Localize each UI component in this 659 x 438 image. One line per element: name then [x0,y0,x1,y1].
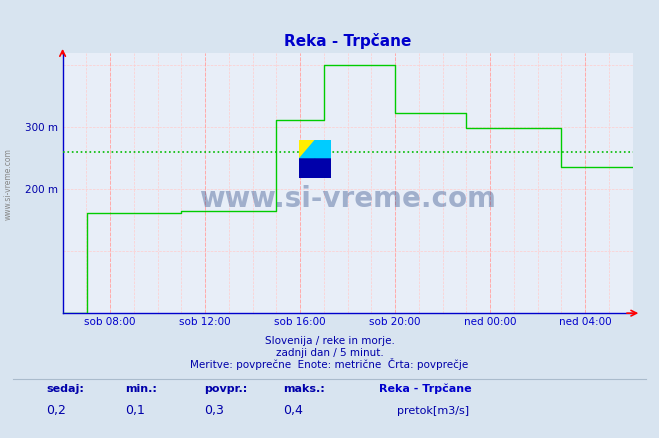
Text: zadnji dan / 5 minut.: zadnji dan / 5 minut. [275,348,384,358]
Text: 0,1: 0,1 [125,404,145,417]
Polygon shape [299,141,315,159]
Text: maks.:: maks.: [283,384,325,394]
Text: www.si-vreme.com: www.si-vreme.com [199,184,496,212]
Polygon shape [315,141,331,159]
Text: 0,3: 0,3 [204,404,224,417]
Polygon shape [299,159,315,178]
Text: pretok[m3/s]: pretok[m3/s] [397,406,469,416]
Polygon shape [299,141,315,159]
Text: 0,4: 0,4 [283,404,303,417]
Text: Reka - Trpčane: Reka - Trpčane [379,384,472,394]
Text: sedaj:: sedaj: [46,384,84,394]
Polygon shape [299,159,331,178]
Text: Slovenija / reke in morje.: Slovenija / reke in morje. [264,336,395,346]
Title: Reka - Trpčane: Reka - Trpčane [284,32,411,49]
Text: Meritve: povprečne  Enote: metrične  Črta: povprečje: Meritve: povprečne Enote: metrične Črta:… [190,358,469,370]
Polygon shape [315,159,331,178]
Text: www.si-vreme.com: www.si-vreme.com [3,148,13,220]
Text: povpr.:: povpr.: [204,384,248,394]
Text: 0,2: 0,2 [46,404,66,417]
Text: min.:: min.: [125,384,157,394]
